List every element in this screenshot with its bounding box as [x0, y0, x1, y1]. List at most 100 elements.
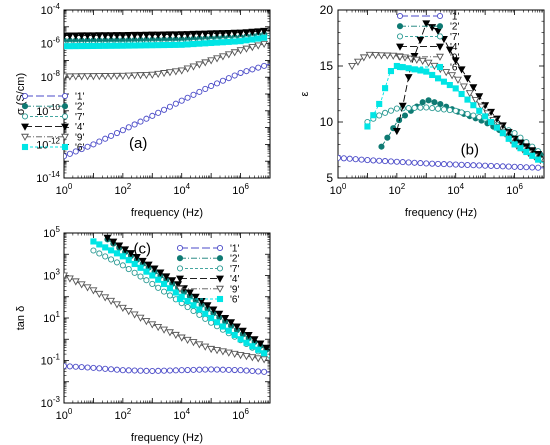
legend-item: '1' [21, 92, 84, 103]
data-point [84, 42, 91, 50]
data-point [262, 344, 270, 352]
data-point [190, 307, 197, 315]
data-point [517, 163, 524, 171]
series-5 [64, 40, 270, 81]
data-point [171, 31, 180, 39]
data-point [231, 331, 238, 339]
legend-item: '4' [176, 274, 239, 285]
legend-item: '7' [176, 264, 239, 275]
data-point [476, 162, 483, 169]
legend-marker [396, 23, 404, 30]
data-point [196, 366, 203, 373]
data-point [387, 67, 395, 75]
legend-item: '6' [396, 63, 459, 74]
data-point [107, 72, 116, 81]
legend-marker [61, 143, 69, 151]
legend-marker [436, 33, 444, 40]
data-point [230, 29, 239, 37]
data-point [168, 277, 177, 285]
y-tick-label: 10 [320, 115, 334, 129]
data-point [248, 354, 257, 362]
data-point [377, 52, 386, 60]
data-point [142, 318, 151, 326]
data-point [177, 67, 186, 75]
data-point [162, 273, 171, 281]
data-point [469, 84, 478, 92]
data-point [382, 109, 389, 116]
x-axis-label: frequency (Hz) [131, 432, 203, 444]
data-point [511, 130, 518, 137]
data-point [448, 72, 457, 80]
data-point [221, 314, 230, 323]
data-point [511, 163, 518, 170]
data-point [102, 253, 109, 260]
data-point [207, 57, 216, 65]
data-point [202, 40, 209, 47]
data-point [89, 73, 98, 81]
legend-marker [396, 12, 404, 20]
data-point [137, 42, 144, 49]
legend-marker [216, 295, 224, 303]
data-point [505, 135, 512, 142]
x-tick-label: 102 [115, 407, 132, 422]
data-point [102, 365, 109, 372]
data-point [470, 102, 477, 109]
data-point [260, 40, 269, 48]
data-point [376, 157, 383, 164]
data-point [66, 43, 73, 50]
data-point [143, 42, 150, 49]
data-point [376, 100, 383, 107]
legend-marker [176, 255, 184, 262]
legend-item: '2' [176, 254, 239, 265]
x-tick-label: 106 [506, 182, 523, 197]
data-point [131, 269, 138, 276]
data-point [154, 31, 163, 39]
data-point [101, 294, 110, 302]
data-point [156, 269, 165, 277]
data-point [249, 367, 256, 375]
data-point [137, 264, 144, 271]
legend-label: '7' [75, 112, 84, 123]
data-point [225, 327, 232, 334]
data-point [499, 130, 506, 137]
legend: '1''2''7''4''9''6' [21, 92, 84, 154]
data-point [196, 311, 203, 318]
data-point [476, 107, 483, 114]
data-point [113, 366, 121, 373]
data-point [71, 32, 80, 40]
y-axis-label: ε [299, 91, 311, 96]
data-point [148, 321, 157, 329]
data-point [144, 261, 153, 269]
data-point [208, 82, 215, 90]
data-point [237, 38, 244, 45]
legend-marker [61, 113, 69, 120]
data-point [236, 352, 245, 360]
data-point [219, 366, 226, 373]
data-point [132, 253, 141, 262]
data-point [209, 306, 218, 314]
data-point [66, 150, 73, 157]
data-point [95, 290, 104, 298]
x-tick-label: 104 [447, 182, 464, 197]
data-point [482, 113, 489, 120]
data-point [196, 40, 203, 47]
data-point [250, 336, 259, 344]
legend-item: '2' [396, 22, 459, 33]
data-point [71, 73, 80, 81]
legend-label: '7' [450, 32, 459, 43]
data-point [429, 105, 436, 112]
data-point [359, 54, 368, 62]
data-point [202, 366, 209, 373]
data-point [165, 329, 174, 337]
data-point [72, 148, 79, 155]
data-point [392, 127, 401, 136]
data-point [202, 85, 209, 92]
data-point [136, 314, 145, 322]
data-point [183, 336, 192, 344]
legend-item: '9' [21, 132, 84, 143]
data-point [65, 275, 74, 283]
data-point [64, 43, 68, 50]
data-point [218, 53, 227, 61]
legend-label: '4' [450, 42, 459, 53]
data-point [108, 256, 115, 263]
